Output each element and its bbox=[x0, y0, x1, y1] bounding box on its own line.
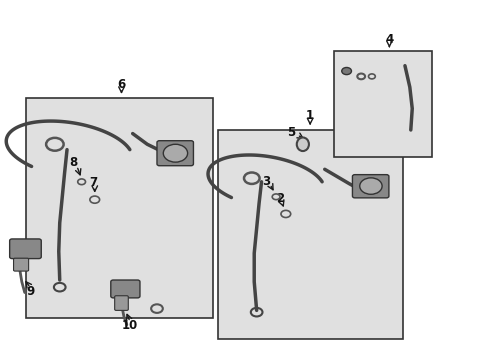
FancyBboxPatch shape bbox=[352, 175, 388, 198]
Text: 7: 7 bbox=[89, 176, 98, 189]
FancyBboxPatch shape bbox=[10, 239, 41, 258]
FancyBboxPatch shape bbox=[14, 258, 29, 271]
Text: 10: 10 bbox=[122, 319, 138, 332]
FancyBboxPatch shape bbox=[334, 51, 431, 157]
Text: 4: 4 bbox=[385, 33, 393, 46]
Text: 3: 3 bbox=[262, 175, 270, 188]
Circle shape bbox=[163, 144, 187, 162]
Text: 1: 1 bbox=[305, 109, 314, 122]
FancyBboxPatch shape bbox=[115, 296, 128, 310]
Text: 8: 8 bbox=[69, 156, 77, 169]
FancyBboxPatch shape bbox=[26, 98, 212, 318]
Text: 6: 6 bbox=[117, 78, 125, 91]
Ellipse shape bbox=[296, 138, 308, 151]
Circle shape bbox=[341, 67, 351, 75]
FancyBboxPatch shape bbox=[111, 280, 140, 298]
Text: 5: 5 bbox=[286, 126, 294, 139]
Text: 9: 9 bbox=[26, 285, 35, 298]
Text: 2: 2 bbox=[275, 193, 284, 206]
FancyBboxPatch shape bbox=[217, 130, 402, 339]
FancyBboxPatch shape bbox=[157, 141, 193, 166]
Circle shape bbox=[359, 178, 381, 194]
